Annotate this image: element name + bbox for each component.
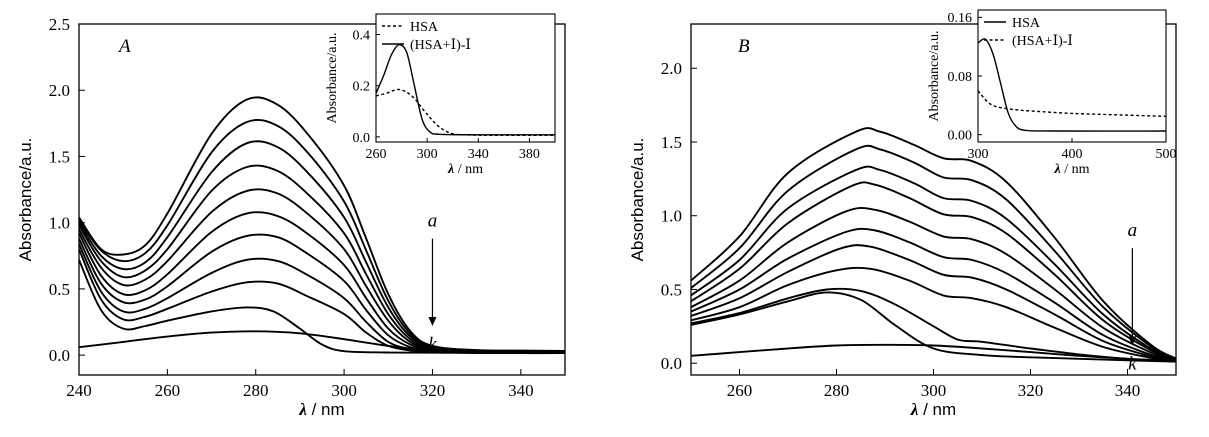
inset-y-tick-label: 0.0 [353,131,371,146]
series-line-11 [691,127,1176,360]
series-line-9 [691,165,1176,360]
y-tick-label: 1.0 [49,214,70,233]
inset-y-tick-label: 0.4 [353,28,371,43]
inset-y-axis-label: Absorbance/a.u. [325,33,340,124]
x-tick-label: 260 [155,381,181,400]
inset-series-line-1 [978,38,1166,132]
x-tick-label: 300 [331,381,357,400]
y-tick-label: 1.0 [661,207,682,226]
series-line-3 [691,287,1176,363]
inset-chart: 260 300 340 380 0.0 0.2 0.4 λ / nm Absorbance/a.… [325,13,556,177]
panel-label: A [117,36,131,57]
x-axis-label: λ / nm [298,400,344,419]
series-line-4 [691,266,1176,362]
y-tick-label: 0.5 [661,280,682,299]
y-tick-label: 2.5 [49,15,70,34]
x-tick-label: 320 [420,381,446,400]
inset-plot-frame [375,13,556,143]
inset-y-axis-label: Absorbance/a.u. [927,31,942,122]
inset-x-tick-label: 300 [417,147,438,162]
arrow-start-label: a [428,211,438,232]
series-line-7 [691,206,1176,361]
legend-label: (HSA+Ⅰ)-Ⅰ [410,38,471,53]
legend-label: (HSA+Ⅰ)-Ⅰ [1012,34,1073,49]
y-axis-label: Absorbance/a.u. [628,138,647,262]
arrow-head [1128,336,1137,346]
series-line-11 [79,96,565,352]
plot-frame [78,23,566,376]
inset-x-axis-label: λ / nm [1054,162,1090,177]
arrow-end-label: k [1128,354,1137,375]
series-line-8 [691,181,1176,361]
chart-panel-a: 240 260 280 300 320 340 0.0 0.5 1.0 1.5 2.0 2.5 λ / … [16,13,566,419]
series-line-2 [691,291,1176,363]
y-axis-label: Absorbance/a.u. [16,138,35,262]
inset-y-tick-label: 0.08 [948,70,973,85]
series-line-6 [691,227,1176,362]
inset-series-line-2 [376,43,555,136]
inset-y-tick-label: 0.00 [948,129,973,144]
series-line-10 [691,144,1176,360]
inset-x-axis-unit: / nm [1061,162,1090,177]
arrow-start-label: a [1128,220,1138,241]
x-tick-label: 340 [508,381,534,400]
inset-x-tick-label: 300 [968,147,989,162]
inset-x-axis-symbol: λ [447,162,454,177]
legend-label: HSA [410,20,439,35]
inset-x-tick-label: 400 [1062,147,1083,162]
series-line-10 [79,118,565,353]
inset-x-tick-label: 500 [1156,147,1177,162]
x-tick-label: 280 [243,381,269,400]
x-axis-symbol: λ [298,400,307,419]
y-tick-label: 2.0 [661,59,682,78]
arrow-head [428,316,437,326]
inset-x-tick-label: 340 [468,147,489,162]
y-tick-label: 2.0 [49,81,70,100]
series-line-5 [79,233,565,354]
x-tick-label: 280 [824,381,850,400]
series-line-5 [691,244,1176,362]
inset-background [978,10,1166,142]
y-tick-label: 0.0 [49,346,70,365]
chart-panel-b: 260 280 300 320 340 0.0 0.5 1.0 1.5 2.0 λ / nm Abso… [628,9,1177,419]
inset-chart: 300 400 500 0.00 0.08 0.16 λ / nm Absorbance/a.… [927,9,1177,177]
x-axis-unit: / nm [918,400,956,419]
inset-background [376,14,555,142]
inset-x-axis-unit: / nm [454,162,483,177]
x-tick-label: 320 [1018,381,1044,400]
x-tick-label: 300 [921,381,947,400]
inset-x-axis-symbol: λ [1054,162,1061,177]
inset-series-line-1 [376,88,555,137]
x-tick-label: 260 [727,381,753,400]
inset-x-tick-label: 380 [519,147,540,162]
series-line-7 [79,188,565,353]
y-tick-label: 1.5 [49,147,70,166]
y-tick-label: 0.5 [49,280,70,299]
x-axis-label: λ / nm [910,400,956,419]
inset-y-tick-label: 0.16 [948,11,973,26]
inset-series-line-2 [978,90,1166,117]
arrow-end-label: k [428,334,437,355]
inset-y-tick-label: 0.2 [353,80,371,95]
legend-label: HSA [1012,16,1041,31]
x-axis-symbol: λ [910,400,919,419]
series-line-6 [79,211,565,354]
y-tick-label: 1.5 [661,133,682,152]
panel-label: B [738,36,750,57]
x-axis-unit: / nm [307,400,345,419]
x-tick-label: 240 [66,381,92,400]
inset-x-axis-label: λ / nm [447,162,483,177]
inset-x-tick-label: 260 [366,147,387,162]
x-tick-label: 340 [1115,381,1141,400]
y-tick-label: 0.0 [661,354,682,373]
